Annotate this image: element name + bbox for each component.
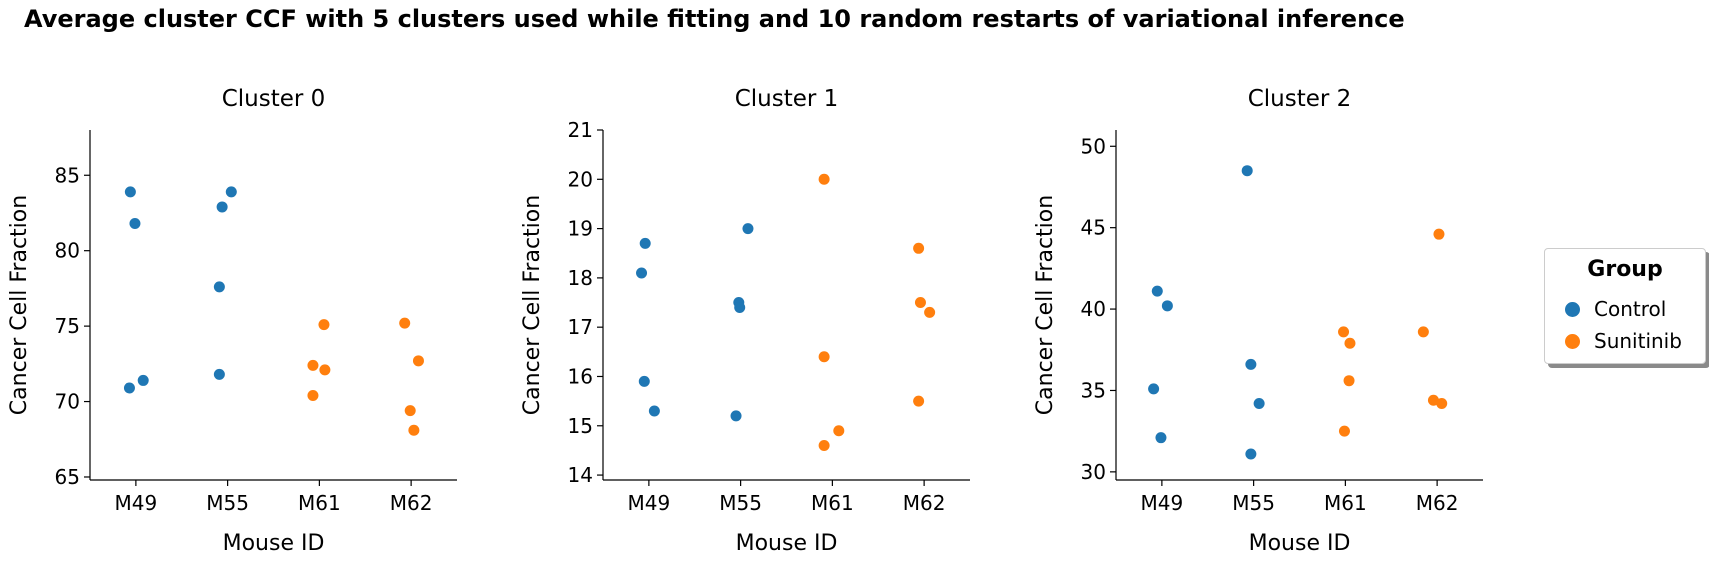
data-point-sunitinib [1343, 375, 1355, 387]
y-tick-label: 70 [55, 390, 80, 414]
data-point-sunitinib [399, 317, 411, 329]
data-point-control [1151, 285, 1163, 297]
data-point-sunitinib [1338, 326, 1350, 338]
data-point-sunitinib [818, 173, 830, 185]
data-point-control [730, 410, 742, 422]
data-point-control [1253, 397, 1265, 409]
data-point-control [213, 281, 225, 293]
x-tick-label: M55 [719, 491, 762, 515]
data-point-sunitinib [1338, 425, 1350, 437]
data-point-control [124, 186, 136, 198]
x-tick-label: M49 [115, 491, 158, 515]
data-point-control [123, 382, 135, 394]
data-point-sunitinib [404, 405, 416, 417]
x-tick-label: M61 [811, 491, 854, 515]
x-tick-label: M61 [298, 491, 341, 515]
data-point-sunitinib [412, 355, 424, 367]
data-point-sunitinib [914, 297, 926, 309]
y-tick-label: 85 [55, 163, 80, 187]
x-tick-label: M62 [390, 491, 433, 515]
data-point-sunitinib [408, 424, 420, 436]
y-tick-label: 17 [568, 315, 593, 339]
y-axis-label: Cancer Cell Fraction [520, 195, 545, 415]
y-tick-label: 21 [568, 118, 593, 142]
data-point-control [1245, 448, 1257, 460]
data-point-control [225, 186, 237, 198]
data-point-control [1245, 358, 1257, 370]
data-point-control [213, 368, 225, 380]
legend-marker-control [1565, 301, 1580, 317]
data-point-control [638, 375, 650, 387]
data-point-sunitinib [307, 390, 319, 402]
data-point-control [734, 301, 746, 313]
legend-label-control: Control [1594, 297, 1667, 321]
data-point-sunitinib [924, 306, 936, 318]
x-tick-label: M49 [1141, 491, 1184, 515]
data-point-control [1148, 383, 1160, 395]
y-tick-label: 20 [568, 167, 593, 191]
x-tick-label: M62 [903, 491, 946, 515]
data-point-sunitinib [1344, 337, 1356, 349]
data-point-sunitinib [913, 395, 925, 407]
data-point-sunitinib [1427, 394, 1439, 406]
x-axis-label: Mouse ID [736, 531, 838, 556]
y-tick-label: 14 [568, 463, 593, 487]
y-tick-label: 19 [568, 217, 593, 241]
data-point-control [1155, 432, 1167, 444]
legend-item-control: Control [1565, 297, 1666, 321]
data-point-sunitinib [1436, 397, 1448, 409]
y-tick-label: 80 [55, 239, 80, 263]
legend-item-sunitinib: Sunitinib [1565, 329, 1682, 353]
y-tick-label: 50 [1081, 134, 1106, 158]
y-tick-label: 30 [1081, 460, 1106, 484]
data-point-sunitinib [818, 351, 830, 363]
y-tick-label: 15 [568, 414, 593, 438]
data-point-sunitinib [818, 439, 830, 451]
data-point-sunitinib [307, 359, 319, 371]
x-tick-label: M49 [628, 491, 671, 515]
y-tick-label: 40 [1081, 297, 1106, 321]
legend-marker-sunitinib [1565, 333, 1580, 349]
panel-title: Cluster 0 [222, 86, 326, 112]
figure-title: Average cluster CCF with 5 clusters used… [24, 5, 1405, 33]
data-point-sunitinib [1417, 326, 1429, 338]
y-tick-label: 45 [1081, 216, 1106, 240]
y-axis-label: Cancer Cell Fraction [7, 195, 32, 415]
y-tick-label: 65 [55, 465, 80, 489]
x-axis-label: Mouse ID [223, 531, 325, 556]
legend: Group Control Sunitinib [1544, 248, 1706, 364]
legend-title: Group [1587, 257, 1663, 282]
x-tick-label: M61 [1324, 491, 1367, 515]
x-tick-label: M55 [1232, 491, 1275, 515]
data-point-control [648, 405, 660, 417]
x-tick-label: M62 [1416, 491, 1459, 515]
data-point-control [636, 267, 648, 279]
y-tick-label: 16 [568, 364, 593, 388]
data-point-control [129, 218, 141, 230]
x-axis-label: Mouse ID [1249, 531, 1351, 556]
x-tick-label: M55 [206, 491, 249, 515]
y-axis-label: Cancer Cell Fraction [1033, 195, 1058, 415]
data-point-control [1161, 300, 1173, 312]
y-tick-label: 18 [568, 266, 593, 290]
legend-label-sunitinib: Sunitinib [1594, 329, 1682, 353]
data-point-sunitinib [833, 425, 845, 437]
data-point-sunitinib [319, 364, 331, 376]
data-point-sunitinib [913, 242, 925, 254]
panel-title: Cluster 1 [735, 86, 839, 112]
data-point-control [137, 374, 149, 386]
y-tick-label: 35 [1081, 378, 1106, 402]
y-tick-label: 75 [55, 314, 80, 338]
data-point-sunitinib [318, 319, 330, 331]
panel-title: Cluster 2 [1248, 86, 1352, 112]
data-point-control [742, 223, 754, 235]
data-point-control [639, 237, 651, 249]
data-point-control [1241, 165, 1253, 177]
data-point-control [216, 201, 228, 213]
data-point-sunitinib [1433, 228, 1445, 240]
